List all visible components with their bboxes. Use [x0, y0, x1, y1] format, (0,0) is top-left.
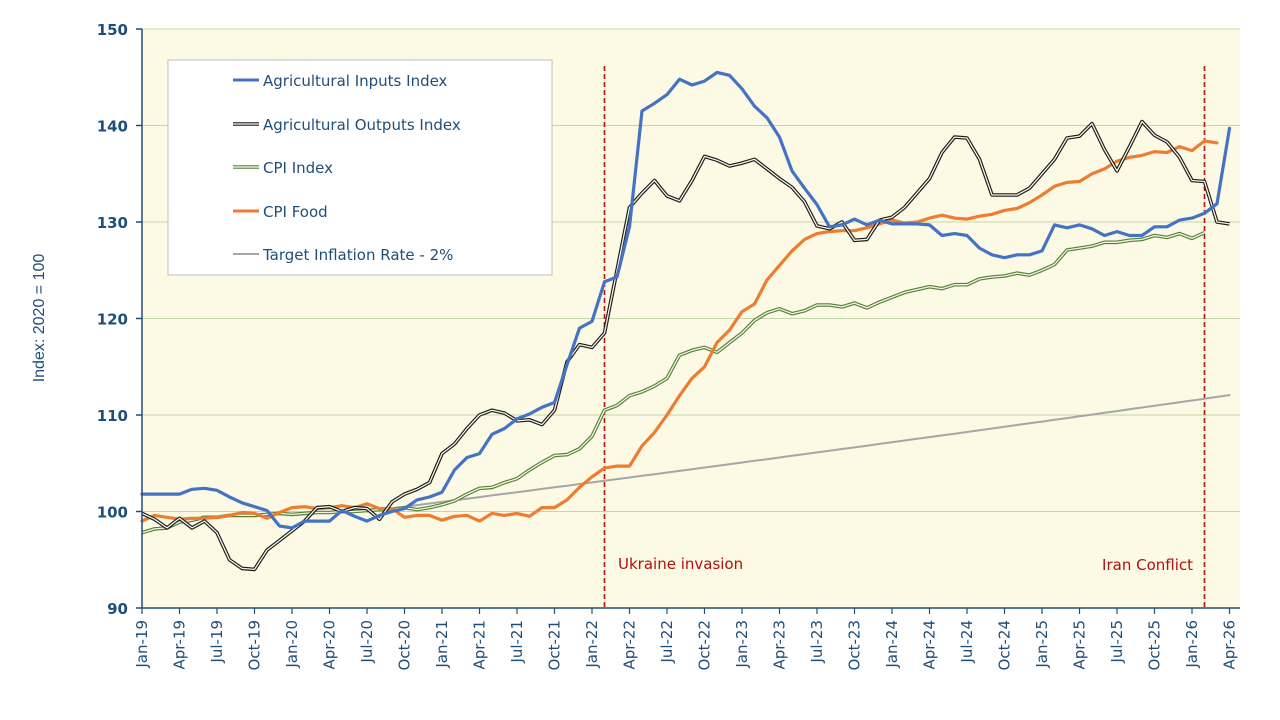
x-tick-label: Oct-19 — [246, 620, 264, 670]
x-tick-label: Jul-23 — [808, 620, 826, 664]
legend-item-cpi-food: CPI Food — [233, 203, 328, 221]
legend-item-agricultural-inputs: Agricultural Inputs Index — [233, 72, 448, 90]
x-tick-label: Oct-22 — [696, 620, 714, 670]
y-tick-label: 90 — [107, 600, 128, 618]
x-tick-label: Apr-19 — [171, 620, 189, 670]
x-tick-label: Jul-21 — [508, 620, 526, 664]
y-tick-label: 150 — [97, 21, 128, 39]
x-axis-ticks: Jan-19 Apr-19 Jul-19 Oct-19 Jan-20 Apr-20 Jul-… — [133, 608, 1239, 670]
x-tick-label: Oct-23 — [846, 620, 864, 670]
y-tick-label: 110 — [97, 407, 128, 425]
x-tick-label: Jan-19 — [133, 620, 151, 669]
x-tick-label: Apr-22 — [621, 620, 639, 670]
x-tick-label: Jul-19 — [208, 620, 226, 664]
x-tick-label: Apr-24 — [921, 620, 939, 670]
x-tick-label: Oct-20 — [396, 620, 414, 670]
annotation-lines — [603, 66, 1206, 608]
y-tick-label: 140 — [97, 118, 128, 136]
x-tick-label: Apr-23 — [771, 620, 789, 670]
x-tick-label: Jan-22 — [583, 620, 601, 669]
series-line-target-inflation-rate-2 — [366, 394, 1231, 513]
legend-label-target-inflation: Target Inflation Rate - 2% — [262, 246, 453, 264]
x-tick-label: Jul-25 — [1108, 620, 1126, 664]
y-tick-label: 120 — [97, 311, 128, 329]
x-tick-label: Apr-20 — [321, 620, 339, 670]
x-tick-label: Oct-24 — [996, 620, 1014, 670]
x-tick-label: Jan-21 — [433, 620, 451, 669]
x-tick-label: Jan-20 — [283, 620, 301, 669]
x-tick-label: Jul-20 — [358, 620, 376, 664]
x-tick-label: Jan-23 — [733, 620, 751, 669]
legend-label-agricultural-inputs: Agricultural Inputs Index — [263, 72, 448, 90]
x-tick-label: Oct-25 — [1146, 620, 1164, 670]
y-tick-label: 130 — [97, 214, 128, 232]
series-line-cpi-index-inner — [141, 232, 1205, 534]
legend-item-target-inflation: Target Inflation Rate - 2% — [233, 246, 453, 264]
legend-item-agricultural-outputs: Agricultural Outputs Index — [233, 116, 461, 134]
legend-box — [167, 59, 553, 276]
x-tick-label: Jul-22 — [658, 620, 676, 664]
annotation-label-ukraine: Ukraine invasion — [618, 555, 743, 573]
y-axis-title: Index: 2020 = 100 — [31, 254, 48, 383]
annotation-labels: Ukraine invasion Iran Conflict — [618, 555, 1193, 574]
y-tick-label: 100 — [97, 504, 128, 522]
x-tick-label: Apr-26 — [1221, 620, 1239, 670]
x-tick-label: Jan-25 — [1033, 620, 1051, 669]
x-tick-label: Jan-24 — [883, 620, 901, 669]
annotation-label-iran: Iran Conflict — [1102, 556, 1193, 574]
series-line-agricultural-inputs-index — [140, 70, 1232, 530]
legend-label-cpi-index: CPI Index — [263, 159, 333, 177]
legend: Agricultural Inputs Index Agricultural O… — [167, 59, 553, 276]
x-tick-label: Jul-24 — [958, 620, 976, 664]
x-tick-label: Apr-25 — [1071, 620, 1089, 670]
x-tick-label: Jan-26 — [1183, 620, 1201, 669]
series-layer — [140, 70, 1232, 572]
legend-item-cpi-index: CPI Index — [233, 159, 333, 177]
y-axis-ticks: 90 100 110 120 130 140 150 — [97, 21, 142, 618]
x-tick-label: Apr-21 — [471, 620, 489, 670]
x-tick-label: Oct-21 — [546, 620, 564, 670]
series-line-agricultural-outputs-index-inner — [141, 120, 1230, 571]
legend-label-agricultural-outputs: Agricultural Outputs Index — [263, 116, 461, 134]
legend-label-cpi-food: CPI Food — [263, 203, 328, 221]
